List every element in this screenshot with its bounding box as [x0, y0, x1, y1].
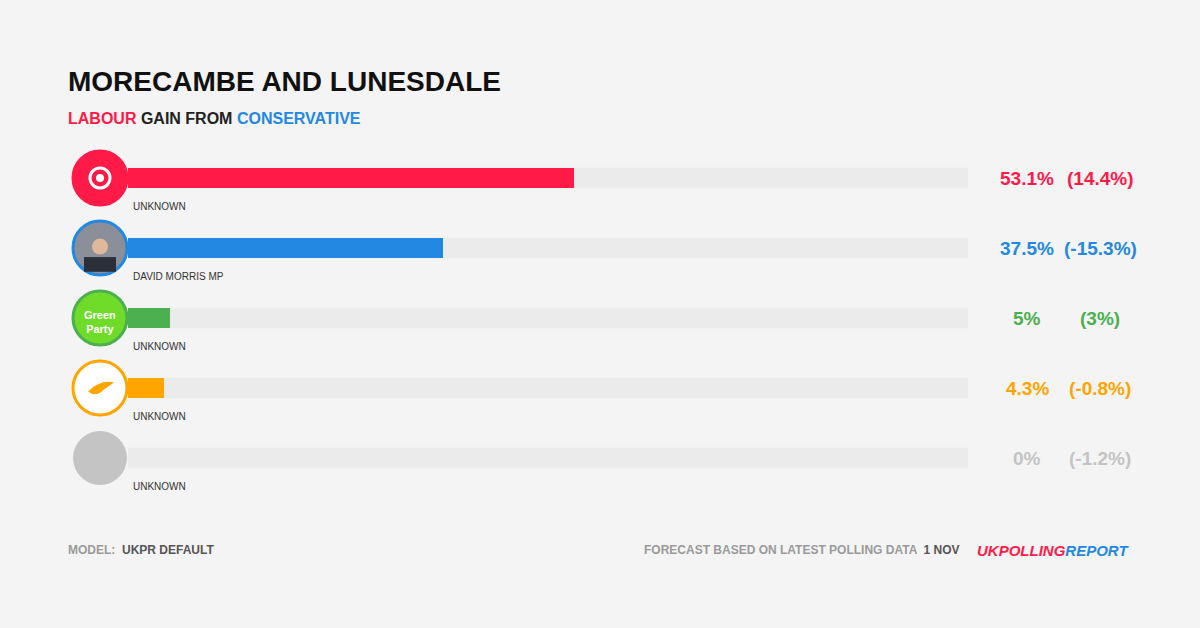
svg-text:MORECAMBE AND LUNESDALE: MORECAMBE AND LUNESDALE: [68, 66, 501, 97]
svg-text:UNKNOWN: UNKNOWN: [133, 201, 186, 212]
svg-text:4.3%: 4.3%: [1006, 378, 1049, 399]
svg-text:0%: 0%: [1013, 448, 1041, 469]
svg-text:MODEL: UKPR DEFAULT: MODEL: UKPR DEFAULT: [68, 543, 214, 557]
svg-text:(-15.3%): (-15.3%): [1064, 238, 1137, 259]
svg-text:(3%): (3%): [1080, 308, 1120, 329]
svg-text:5%: 5%: [1013, 308, 1041, 329]
svg-text:37.5%: 37.5%: [1000, 238, 1054, 259]
svg-text:UKPOLLINGREPORT: UKPOLLINGREPORT: [977, 542, 1129, 559]
svg-text:DAVID MORRIS MP: DAVID MORRIS MP: [133, 271, 224, 282]
svg-text:LABOUR GAIN FROM CONSERVATIVE: LABOUR GAIN FROM CONSERVATIVE: [68, 110, 361, 127]
svg-text:UNKNOWN: UNKNOWN: [133, 341, 186, 352]
svg-text:53.1%: 53.1%: [1000, 168, 1054, 189]
svg-text:(-0.8%): (-0.8%): [1069, 378, 1131, 399]
svg-text:UNKNOWN: UNKNOWN: [133, 411, 186, 422]
svg-text:FORECAST BASED ON LATEST POLLI: FORECAST BASED ON LATEST POLLING DATA 1 …: [644, 543, 960, 557]
svg-text:(14.4%): (14.4%): [1067, 168, 1134, 189]
svg-text:UNKNOWN: UNKNOWN: [133, 481, 186, 492]
svg-text:GreenParty: GreenParty: [84, 309, 116, 335]
svg-text:(-1.2%): (-1.2%): [1069, 448, 1131, 469]
